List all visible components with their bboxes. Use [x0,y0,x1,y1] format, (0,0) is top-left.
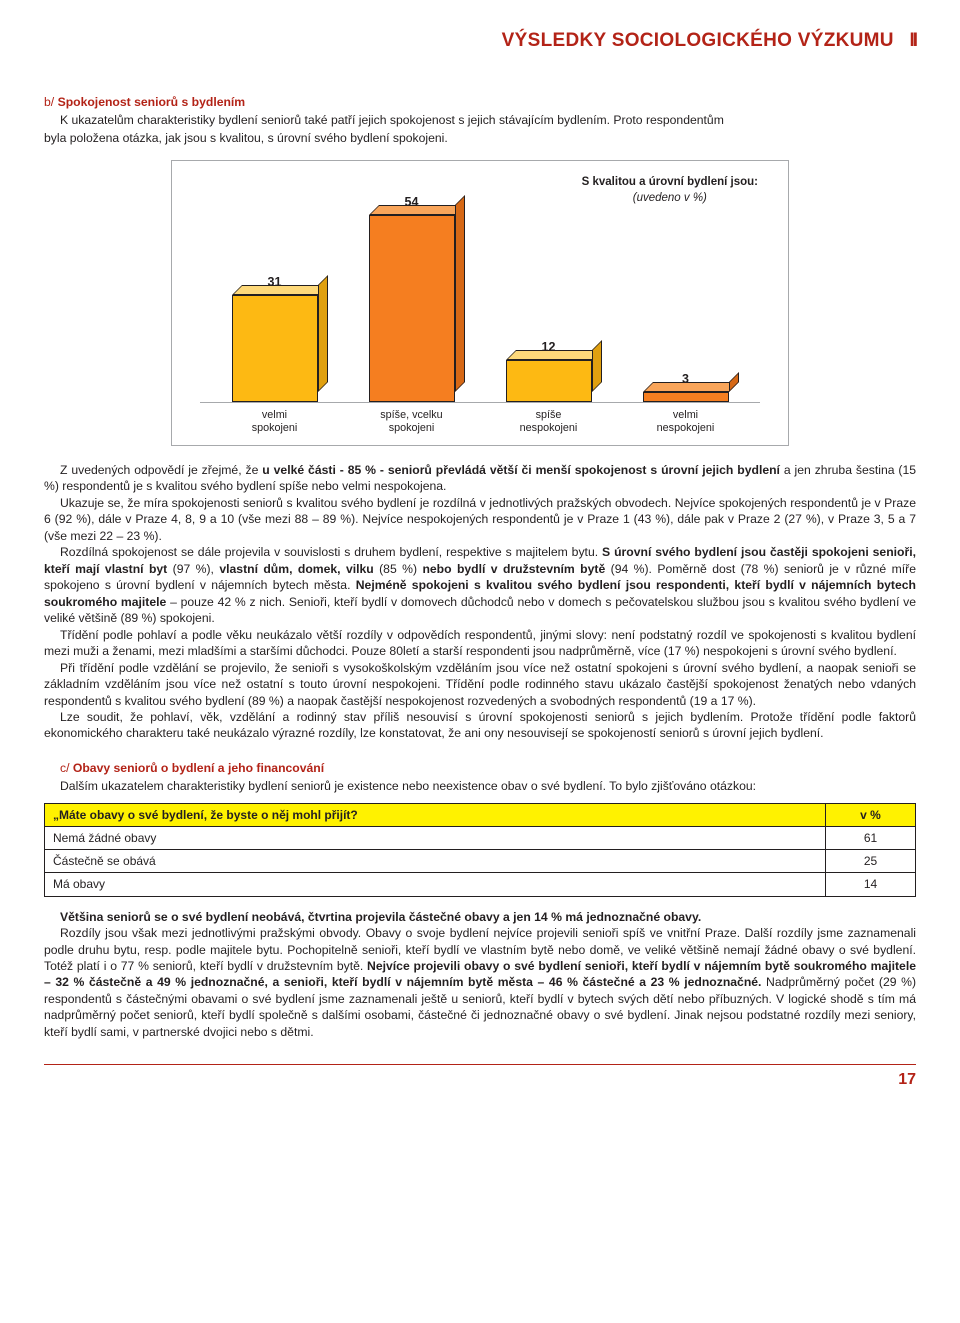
section-c-intro: Dalším ukazatelem charakteristiky bydlen… [44,778,916,794]
x-axis-label: spíšenespokojeni [493,409,605,435]
intro-text-2: byla položena otázka, jak jsou s kvalito… [44,130,916,146]
page-header: VÝSLEDKY SOCIOLOGICKÉHO VÝZKUMU II [44,28,916,54]
section-b-heading: b/ Spokojenost seniorů s bydlením [44,94,916,110]
table-cell-value: 61 [826,827,916,850]
x-axis-label: velmispokojeni [219,409,331,435]
section-c-prefix: c/ [60,761,73,775]
para2-1: Většina seniorů se o své bydlení neobává… [44,909,916,925]
chart-x-labels: velmispokojeni spíše, vcelkuspokojeni spíš… [200,403,760,435]
chart-bar: 54 [356,194,468,402]
table-row: Nemá žádné obavy61 [45,827,916,850]
para-6: Lze soudit, že pohlaví, věk, vzdělání a … [44,709,916,742]
para2-2: Rozdíly jsou však mezi jednotlivými praž… [44,925,916,1040]
section-c-heading: c/ Obavy seniorů o bydlení a jeho financ… [44,760,916,776]
table-cell-label: Nemá žádné obavy [45,827,826,850]
chart-bar: 3 [630,371,742,402]
x-axis-label: spíše, vcelkuspokojeni [356,409,468,435]
concerns-table: „Máte obavy o své bydlení, že byste o ně… [44,803,916,897]
para-5: Při třídění podle vzdělání se projevilo,… [44,660,916,709]
body-text-block-2: Většina seniorů se o své bydlení neobává… [44,909,916,1041]
section-b-intro: K ukazatelům charakteristiky bydlení sen… [44,112,916,146]
table-cell-value: 14 [826,873,916,896]
para-1: Z uvedených odpovědí je zřejmé, že u vel… [44,462,916,495]
bar-shape [506,360,592,402]
table-cell-label: Částečně se obává [45,850,826,873]
bar-shape [232,295,318,402]
table-row: Částečně se obává25 [45,850,916,873]
table-header-value: v % [826,803,916,826]
x-axis-label: velminespokojeni [630,409,742,435]
para-3: Rozdílná spokojenost se dále projevila v… [44,544,916,626]
header-marker: II [909,30,916,51]
section-b-prefix: b/ [44,95,58,109]
satisfaction-chart: S kvalitou a úrovní bydlení jsou: (uvede… [171,160,789,446]
header-title: VÝSLEDKY SOCIOLOGICKÉHO VÝZKUMU [502,30,894,51]
page-number: 17 [44,1064,916,1091]
para-2: Ukazuje se, že míra spokojenosti seniorů… [44,495,916,544]
chart-bars-area: 3154 12 3 [200,175,760,403]
table-cell-value: 25 [826,850,916,873]
table-header-question: „Máte obavy o své bydlení, že byste o ně… [45,803,826,826]
section-b-title: Spokojenost seniorů s bydlením [58,95,246,109]
intro-text-1: K ukazatelům charakteristiky bydlení sen… [44,112,916,128]
section-c-intro-text: Dalším ukazatelem charakteristiky bydlen… [44,778,916,794]
bar-shape [369,215,455,402]
chart-bar: 12 [493,339,605,402]
chart-bar: 31 [219,274,331,402]
para-4: Třídění podle pohlaví a podle věku neuká… [44,627,916,660]
table-row: Má obavy14 [45,873,916,896]
bar-shape [643,392,729,402]
table-cell-label: Má obavy [45,873,826,896]
body-text-block: Z uvedených odpovědí je zřejmé, že u vel… [44,462,916,742]
table-header-row: „Máte obavy o své bydlení, že byste o ně… [45,803,916,826]
section-c-title: Obavy seniorů o bydlení a jeho financová… [73,761,324,775]
